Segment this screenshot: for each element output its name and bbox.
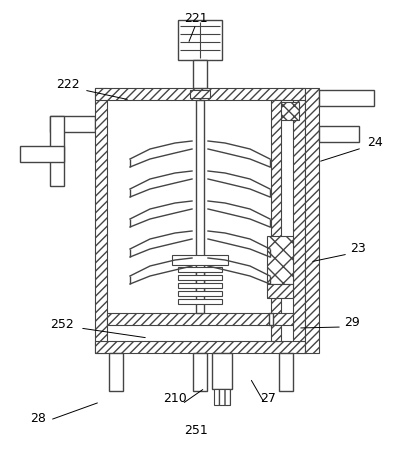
Bar [178,283,222,288]
Bar [269,313,273,325]
Bar [271,100,281,341]
Text: 221: 221 [184,12,208,25]
Bar [95,88,305,100]
Bar [279,353,293,391]
Bar [20,146,64,162]
Bar [50,116,95,132]
Bar [95,88,107,353]
Text: 222: 222 [56,78,80,91]
Bar [267,236,293,284]
Bar [196,100,204,291]
Bar [95,341,305,353]
Bar [293,88,305,353]
Text: 29: 29 [344,316,360,329]
Bar [109,353,123,391]
Bar [178,20,222,60]
Text: 251: 251 [184,423,208,436]
Text: 27: 27 [260,392,276,405]
Bar [319,126,359,142]
Bar [193,353,207,391]
Bar [107,313,271,325]
Bar [273,102,299,120]
Bar [267,284,293,298]
Bar [214,389,230,405]
Text: 28: 28 [30,411,46,424]
Text: 23: 23 [350,242,366,255]
Bar [319,90,374,106]
Text: 210: 210 [163,392,187,405]
Bar [50,116,64,186]
Bar [212,353,232,389]
Bar [196,262,204,313]
Bar [178,275,222,280]
Text: 252: 252 [50,318,74,331]
Bar [305,88,319,353]
Bar [178,299,222,304]
Bar [172,255,228,265]
Bar [193,60,207,88]
Bar [190,90,210,98]
Bar [178,267,222,272]
Bar [271,313,293,325]
Text: 24: 24 [367,136,383,149]
Bar [178,291,222,296]
